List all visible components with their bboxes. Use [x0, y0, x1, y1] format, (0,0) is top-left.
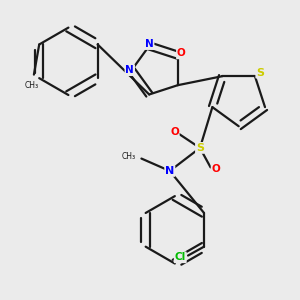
Text: S: S: [256, 68, 264, 78]
Text: N: N: [145, 39, 154, 49]
Text: N: N: [165, 166, 174, 176]
Text: CH₃: CH₃: [25, 81, 39, 90]
Text: O: O: [212, 164, 220, 174]
Text: S: S: [196, 143, 204, 153]
Text: CH₃: CH₃: [122, 152, 136, 161]
Text: O: O: [177, 48, 186, 59]
Text: Cl: Cl: [175, 252, 186, 262]
Text: N: N: [125, 65, 134, 75]
Text: O: O: [170, 127, 179, 137]
